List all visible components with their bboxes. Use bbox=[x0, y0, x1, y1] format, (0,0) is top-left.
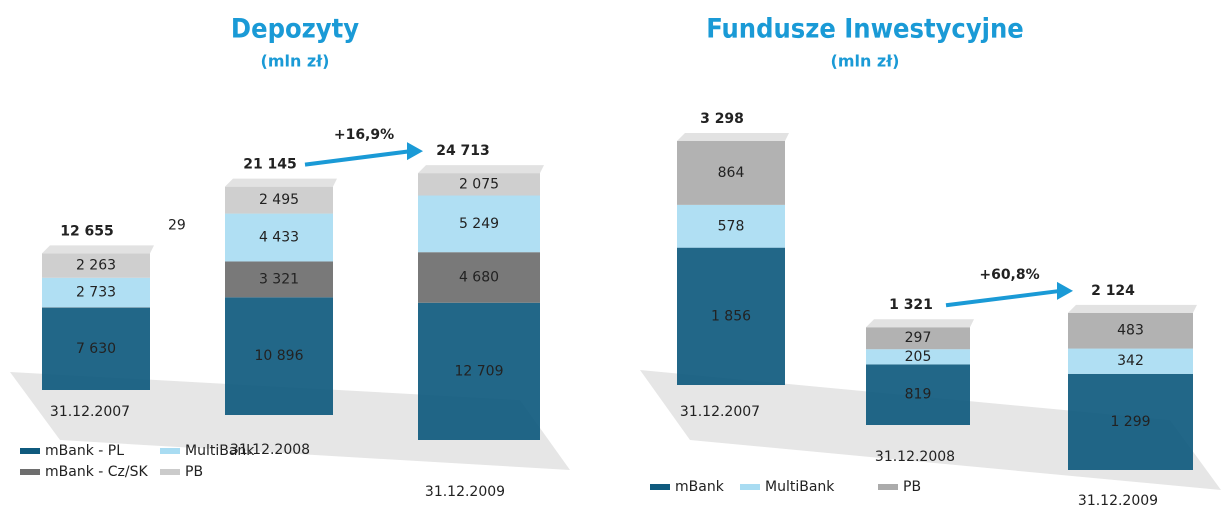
data-label: 2 263 bbox=[76, 258, 116, 274]
data-label: 483 bbox=[1117, 323, 1144, 339]
bar-segment bbox=[1068, 348, 1193, 374]
total-label: 3 298 bbox=[700, 111, 744, 127]
bar-segment bbox=[1068, 312, 1193, 349]
data-label: 1 299 bbox=[1110, 414, 1150, 430]
chart-subtitle: (mln zł) bbox=[261, 52, 330, 71]
data-label: 4 680 bbox=[459, 269, 499, 285]
bar-segment bbox=[677, 204, 785, 248]
bar-segment bbox=[866, 364, 970, 425]
annotation: +16,9% bbox=[334, 127, 394, 143]
growth-arrow bbox=[945, 288, 1062, 308]
bar-segment bbox=[677, 140, 785, 205]
data-label: 12 709 bbox=[455, 363, 504, 379]
bar-top bbox=[225, 178, 337, 187]
bar-segment bbox=[42, 277, 150, 308]
data-label: 342 bbox=[1117, 353, 1144, 369]
bar-segment bbox=[418, 173, 540, 196]
data-label: 7 630 bbox=[76, 341, 116, 357]
legend-swatch bbox=[878, 484, 898, 490]
legend-label: MultiBank bbox=[185, 443, 255, 459]
data-label: 5 249 bbox=[459, 216, 499, 232]
legend-swatch bbox=[20, 448, 40, 454]
bar-segment bbox=[42, 307, 150, 390]
data-label: 2 733 bbox=[76, 285, 116, 301]
bar-segment bbox=[418, 195, 540, 253]
bar-segment bbox=[866, 349, 970, 365]
legend-label: PB bbox=[185, 464, 203, 480]
x-tick-label: 31.12.2009 bbox=[1078, 493, 1158, 509]
bar-segment bbox=[42, 253, 150, 278]
legend-label: mBank - PL bbox=[45, 443, 124, 459]
bar-segment bbox=[677, 247, 785, 385]
x-tick-label: 31.12.2008 bbox=[875, 449, 955, 465]
x-tick-label: 31.12.2008 bbox=[230, 442, 310, 458]
data-label: 4 433 bbox=[259, 230, 299, 246]
data-label: 819 bbox=[905, 387, 932, 403]
bar-segment bbox=[225, 297, 333, 415]
legend-label: PB bbox=[903, 479, 921, 495]
chart-subtitle: (mln zł) bbox=[831, 52, 900, 71]
chart-title: Fundusze Inwestycyjne bbox=[706, 14, 1024, 45]
data-label: 1 856 bbox=[711, 308, 751, 324]
data-label: 10 896 bbox=[255, 348, 304, 364]
data-label: 578 bbox=[718, 218, 745, 234]
x-tick-label: 31.12.2009 bbox=[425, 484, 505, 500]
bar-segment bbox=[866, 327, 970, 350]
bar-segment bbox=[418, 252, 540, 303]
legend-swatch bbox=[160, 469, 180, 475]
bar-segment bbox=[418, 302, 540, 440]
legend-swatch bbox=[650, 484, 670, 490]
data-label: 864 bbox=[718, 165, 745, 181]
bar-top bbox=[1068, 304, 1197, 313]
legend-swatch bbox=[160, 448, 180, 454]
total-label: 12 655 bbox=[60, 223, 114, 239]
total-label: 21 145 bbox=[243, 157, 297, 173]
growth-arrow bbox=[304, 149, 412, 167]
bar-segment bbox=[225, 213, 333, 262]
data-label: 297 bbox=[905, 330, 932, 346]
bar-top bbox=[866, 319, 974, 328]
arrow-head bbox=[407, 142, 423, 161]
total-label: 2 124 bbox=[1091, 283, 1135, 299]
data-label: 205 bbox=[905, 349, 932, 365]
legend-label: mBank - Cz/SK bbox=[45, 464, 148, 480]
bar-top bbox=[677, 132, 789, 141]
x-tick-label: 31.12.2007 bbox=[50, 404, 130, 420]
bar-segment bbox=[1068, 373, 1193, 470]
chart-title: Depozyty bbox=[231, 14, 359, 45]
data-label: 2 495 bbox=[259, 192, 299, 208]
legend-label: mBank bbox=[675, 479, 725, 495]
bar-top bbox=[418, 165, 544, 174]
arrow-head bbox=[1057, 281, 1073, 300]
total-label: 1 321 bbox=[889, 297, 933, 313]
legend-label: MultiBank bbox=[765, 479, 835, 495]
data-label: 29 bbox=[168, 218, 186, 234]
bar-segment bbox=[225, 261, 333, 298]
bar-top bbox=[42, 245, 154, 254]
legend-swatch bbox=[740, 484, 760, 490]
annotation: +60,8% bbox=[979, 267, 1039, 283]
x-tick-label: 31.12.2007 bbox=[680, 404, 760, 420]
data-label: 3 321 bbox=[259, 271, 299, 287]
total-label: 24 713 bbox=[436, 143, 490, 159]
data-label: 2 075 bbox=[459, 176, 499, 192]
legend-swatch bbox=[20, 469, 40, 475]
bar-segment bbox=[225, 186, 333, 214]
